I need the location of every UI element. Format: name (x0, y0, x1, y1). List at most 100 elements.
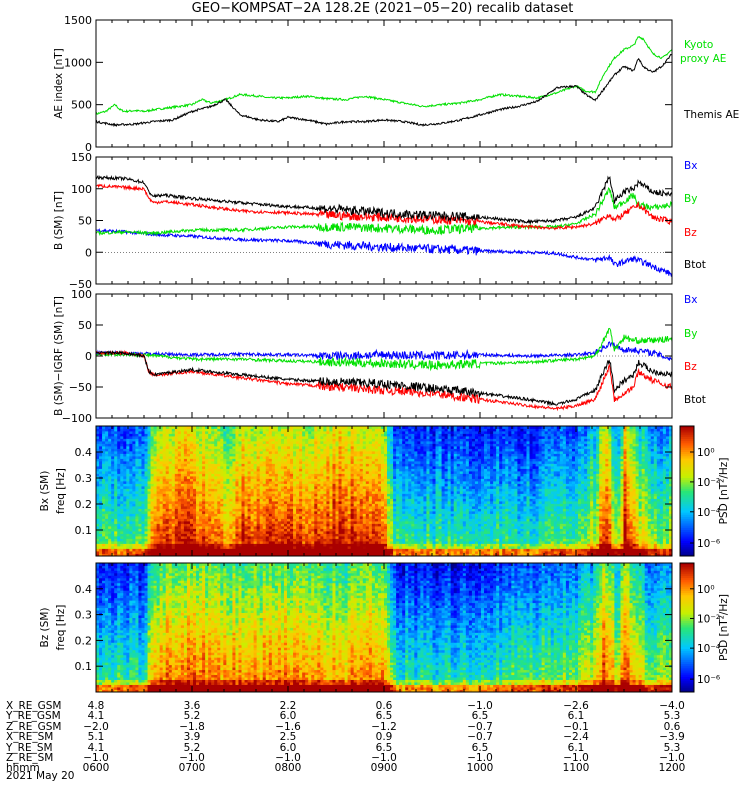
heatmap-cell (102, 539, 105, 542)
heatmap-cell (102, 551, 105, 554)
heatmap-cell (102, 466, 105, 469)
heatmap-cell (117, 484, 120, 487)
heatmap-cell (160, 436, 163, 439)
heatmap-cell (135, 429, 138, 432)
heatmap-cell (211, 499, 214, 502)
heatmap-cell (105, 536, 108, 539)
heatmap-cell (235, 441, 238, 444)
heatmap-cell (141, 436, 144, 439)
heatmap-cell (102, 499, 105, 502)
heatmap-cell (184, 499, 187, 502)
heatmap-cell (181, 461, 184, 464)
heatmap-cell (172, 491, 175, 494)
heatmap-cell (99, 484, 102, 487)
heatmap-cell (132, 481, 135, 484)
heatmap-cell (178, 496, 181, 499)
heatmap-cell (175, 536, 178, 539)
heatmap-cell (205, 491, 208, 494)
heatmap-cell (102, 489, 105, 492)
heatmap-cell (145, 526, 148, 529)
heatmap-cell (220, 441, 223, 444)
heatmap-cell (238, 506, 241, 509)
heatmap-cell (205, 434, 208, 437)
heatmap-cell (120, 499, 123, 502)
heatmap-cell (126, 479, 129, 482)
heatmap-cell (154, 464, 157, 467)
heatmap-cell (232, 521, 235, 524)
heatmap-cell (175, 466, 178, 469)
heatmap-cell (138, 434, 141, 437)
heatmap-cell (132, 466, 135, 469)
heatmap-cell (154, 436, 157, 439)
heatmap-cell (135, 536, 138, 539)
heatmap-cell (120, 551, 123, 554)
heatmap-cell (220, 474, 223, 477)
heatmap-cell (211, 491, 214, 494)
heatmap-cell (99, 551, 102, 554)
heatmap-cell (99, 526, 102, 529)
heatmap-cell (178, 501, 181, 504)
heatmap-cell (160, 464, 163, 467)
heatmap-cell (126, 456, 129, 459)
heatmap-cell (202, 471, 205, 474)
heatmap-cell (235, 504, 238, 507)
heatmap-cell (199, 509, 202, 512)
heatmap-cell (223, 524, 226, 527)
heatmap-cell (235, 551, 238, 554)
heatmap-cell (141, 536, 144, 539)
heatmap-cell (196, 441, 199, 444)
heatmap-cell (141, 444, 144, 447)
heatmap-cell (160, 456, 163, 459)
heatmap-cell (148, 476, 151, 479)
heatmap-cell (208, 526, 211, 529)
heatmap-cell (220, 476, 223, 479)
heatmap-cell (178, 511, 181, 514)
heatmap-cell (232, 436, 235, 439)
heatmap-cell (187, 439, 190, 442)
heatmap-cell (178, 441, 181, 444)
heatmap-cell (108, 489, 111, 492)
heatmap-cell (108, 464, 111, 467)
heatmap-cell (126, 431, 129, 434)
heatmap-cell (238, 489, 241, 492)
heatmap-cell (178, 464, 181, 467)
heatmap-cell (193, 514, 196, 517)
heatmap-cell (102, 541, 105, 544)
heatmap-cell (220, 471, 223, 474)
heatmap-cell (160, 526, 163, 529)
heatmap-cell (105, 429, 108, 432)
heatmap-cell (126, 449, 129, 452)
heatmap-cell (169, 551, 172, 554)
heatmap-cell (199, 481, 202, 484)
heatmap-cell (108, 516, 111, 519)
heatmap-cell (141, 549, 144, 552)
heatmap-cell (187, 469, 190, 472)
heatmap-cell (108, 474, 111, 477)
heatmap-cell (123, 441, 126, 444)
heatmap-cell (211, 431, 214, 434)
heatmap-cell (108, 549, 111, 552)
heatmap-cell (229, 529, 232, 532)
heatmap-cell (120, 456, 123, 459)
heatmap-cell (96, 429, 99, 432)
heatmap-cell (199, 506, 202, 509)
heatmap-cell (102, 506, 105, 509)
heatmap-cell (117, 549, 120, 552)
heatmap-cell (154, 471, 157, 474)
heatmap-cell (138, 454, 141, 457)
heatmap-cell (211, 496, 214, 499)
heatmap-cell (184, 476, 187, 479)
heatmap-cell (184, 494, 187, 497)
heatmap-cell (114, 449, 117, 452)
heatmap-cell (184, 449, 187, 452)
heatmap-cell (151, 464, 154, 467)
heatmap-cell (199, 511, 202, 514)
heatmap-cell (178, 434, 181, 437)
heatmap-cell (135, 509, 138, 512)
heatmap-cell (105, 449, 108, 452)
heatmap-cell (99, 514, 102, 517)
heatmap-cell (238, 509, 241, 512)
heatmap-cell (238, 479, 241, 482)
heatmap-cell (202, 519, 205, 522)
heatmap-cell (129, 484, 132, 487)
